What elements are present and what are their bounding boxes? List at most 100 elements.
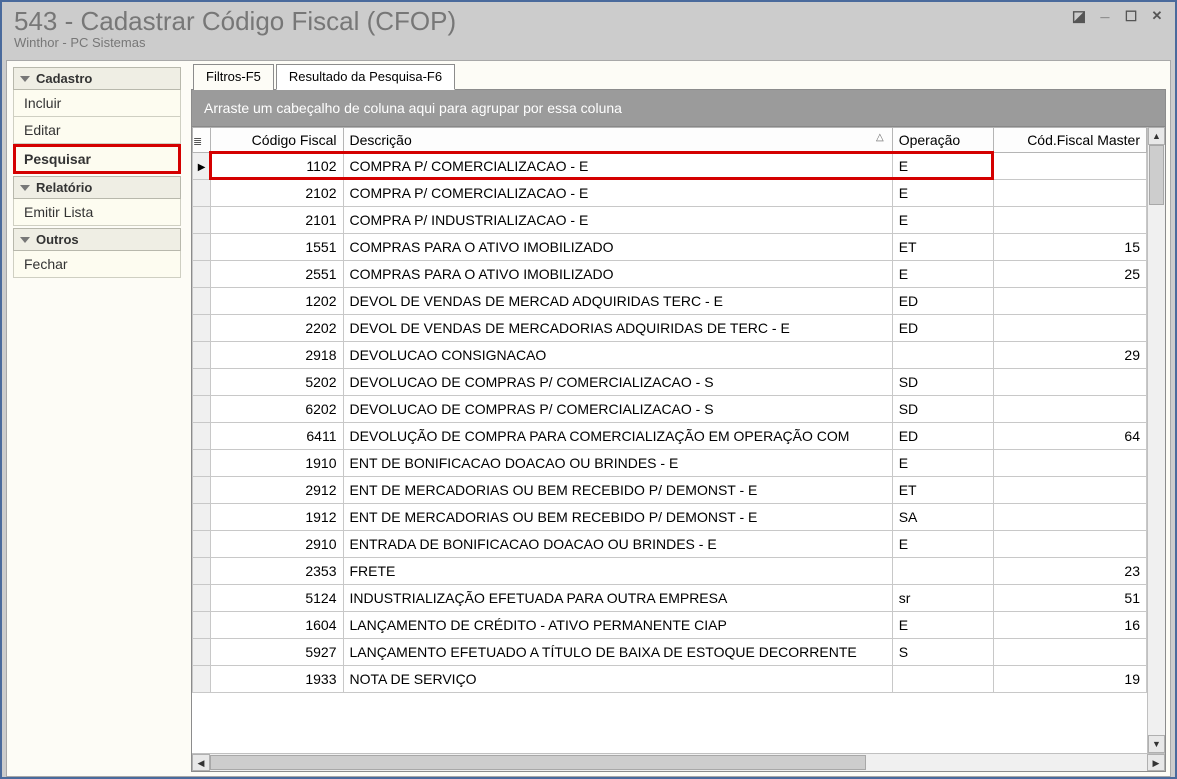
hscroll-track[interactable] bbox=[210, 754, 1147, 771]
cell-descricao: COMPRA P/ COMERCIALIZACAO - E bbox=[343, 153, 892, 180]
window: 543 - Cadastrar Código Fiscal (CFOP) Win… bbox=[0, 0, 1177, 779]
cell-descricao: ENT DE BONIFICACAO DOACAO OU BRINDES - E bbox=[343, 450, 892, 477]
cell-operacao bbox=[892, 558, 994, 585]
cell-codigo: 5927 bbox=[211, 639, 343, 666]
cell-descricao: NOTA DE SERVIÇO bbox=[343, 666, 892, 693]
table-row[interactable]: 1102COMPRA P/ COMERCIALIZACAO - EE bbox=[193, 153, 1147, 180]
row-indicator bbox=[193, 450, 211, 477]
main-panel: Filtros-F5Resultado da Pesquisa-F6 Arras… bbox=[187, 61, 1170, 776]
scroll-thumb[interactable] bbox=[1149, 145, 1164, 205]
cell-master: 19 bbox=[994, 666, 1147, 693]
horizontal-scrollbar[interactable]: ◀ ▶ bbox=[192, 753, 1165, 771]
tabstrip: Filtros-F5Resultado da Pesquisa-F6 bbox=[187, 61, 1170, 89]
table-row[interactable]: 1910ENT DE BONIFICACAO DOACAO OU BRINDES… bbox=[193, 450, 1147, 477]
cell-operacao: ED bbox=[892, 423, 994, 450]
column-header-operacao[interactable]: Operação bbox=[892, 128, 994, 153]
cell-operacao: sr bbox=[892, 585, 994, 612]
table-row[interactable]: 6202DEVOLUCAO DE COMPRAS P/ COMERCIALIZA… bbox=[193, 396, 1147, 423]
cell-descricao: LANÇAMENTO DE CRÉDITO - ATIVO PERMANENTE… bbox=[343, 612, 892, 639]
column-header-codigo[interactable]: Código Fiscal bbox=[211, 128, 343, 153]
close-icon[interactable] bbox=[1149, 8, 1165, 24]
vertical-scrollbar[interactable]: ▲ ▼ bbox=[1147, 127, 1165, 753]
cell-codigo: 6411 bbox=[211, 423, 343, 450]
cell-master: 23 bbox=[994, 558, 1147, 585]
cell-codigo: 1551 bbox=[211, 234, 343, 261]
cell-codigo: 2551 bbox=[211, 261, 343, 288]
maximize-icon[interactable] bbox=[1123, 8, 1139, 24]
minimize-icon[interactable] bbox=[1097, 8, 1113, 24]
scroll-right-icon[interactable]: ▶ bbox=[1147, 754, 1165, 771]
table-row[interactable]: 1933NOTA DE SERVIÇO 19 bbox=[193, 666, 1147, 693]
column-header-descricao[interactable]: Descrição△ bbox=[343, 128, 892, 153]
hscroll-thumb[interactable] bbox=[210, 755, 866, 770]
tab-resultado-da-pesquisa-f6[interactable]: Resultado da Pesquisa-F6 bbox=[276, 64, 455, 90]
sidebar-item-pesquisar[interactable]: Pesquisar bbox=[13, 144, 181, 174]
table-row[interactable]: 1604LANÇAMENTO DE CRÉDITO - ATIVO PERMAN… bbox=[193, 612, 1147, 639]
cell-codigo: 2353 bbox=[211, 558, 343, 585]
row-indicator bbox=[193, 477, 211, 504]
cell-descricao: ENTRADA DE BONIFICACAO DOACAO OU BRINDES… bbox=[343, 531, 892, 558]
row-indicator bbox=[193, 288, 211, 315]
table-row[interactable]: 5927LANÇAMENTO EFETUADO A TÍTULO DE BAIX… bbox=[193, 639, 1147, 666]
table-row[interactable]: 1912ENT DE MERCADORIAS OU BEM RECEBIDO P… bbox=[193, 504, 1147, 531]
cell-operacao: E bbox=[892, 531, 994, 558]
table-row[interactable]: 1202DEVOL DE VENDAS DE MERCAD ADQUIRIDAS… bbox=[193, 288, 1147, 315]
table-row[interactable]: 2918DEVOLUCAO CONSIGNACAO29 bbox=[193, 342, 1147, 369]
row-indicator bbox=[193, 180, 211, 207]
column-header-master[interactable]: Cód.Fiscal Master bbox=[994, 128, 1147, 153]
table-row[interactable]: 2910ENTRADA DE BONIFICACAO DOACAO OU BRI… bbox=[193, 531, 1147, 558]
cell-master bbox=[994, 369, 1147, 396]
row-indicator bbox=[193, 531, 211, 558]
cell-master bbox=[994, 180, 1147, 207]
table-row[interactable]: 6411DEVOLUÇÃO DE COMPRA PARA COMERCIALIZ… bbox=[193, 423, 1147, 450]
cell-descricao: ENT DE MERCADORIAS OU BEM RECEBIDO P/ DE… bbox=[343, 477, 892, 504]
row-indicator bbox=[193, 585, 211, 612]
cell-codigo: 2918 bbox=[211, 342, 343, 369]
table-row[interactable]: 5124INDUSTRIALIZAÇÃO EFETUADA PARA OUTRA… bbox=[193, 585, 1147, 612]
cell-codigo: 2101 bbox=[211, 207, 343, 234]
table-row[interactable]: 2912ENT DE MERCADORIAS OU BEM RECEBIDO P… bbox=[193, 477, 1147, 504]
cell-operacao: E bbox=[892, 612, 994, 639]
group-by-bar[interactable]: Arraste um cabeçalho de coluna aqui para… bbox=[192, 90, 1165, 127]
tab-panel: Arraste um cabeçalho de coluna aqui para… bbox=[191, 89, 1166, 772]
cell-master bbox=[994, 531, 1147, 558]
sidebar-item-emitir-lista[interactable]: Emitir Lista bbox=[13, 199, 181, 226]
row-indicator bbox=[193, 558, 211, 585]
cell-codigo: 1933 bbox=[211, 666, 343, 693]
sidebar-group-header[interactable]: Relatório bbox=[13, 176, 181, 199]
table-row[interactable]: 1551COMPRAS PARA O ATIVO IMOBILIZADOET15 bbox=[193, 234, 1147, 261]
table-row[interactable]: 2101COMPRA P/ INDUSTRIALIZACAO - EE bbox=[193, 207, 1147, 234]
cell-operacao: E bbox=[892, 180, 994, 207]
sidebar-item-incluir[interactable]: Incluir bbox=[13, 90, 181, 117]
customize-icon[interactable] bbox=[1071, 8, 1087, 24]
table-row[interactable]: 2353FRETE23 bbox=[193, 558, 1147, 585]
scroll-down-icon[interactable]: ▼ bbox=[1148, 735, 1165, 753]
scroll-track[interactable] bbox=[1148, 145, 1165, 735]
table-row[interactable]: 2102COMPRA P/ COMERCIALIZACAO - EE bbox=[193, 180, 1147, 207]
content: CadastroIncluirEditarPesquisarRelatórioE… bbox=[6, 60, 1171, 777]
cell-descricao: COMPRA P/ COMERCIALIZACAO - E bbox=[343, 180, 892, 207]
grid: Código FiscalDescrição△OperaçãoCód.Fisca… bbox=[192, 127, 1147, 753]
table-row[interactable]: 2551COMPRAS PARA O ATIVO IMOBILIZADOE25 bbox=[193, 261, 1147, 288]
cell-master bbox=[994, 315, 1147, 342]
scroll-left-icon[interactable]: ◀ bbox=[192, 754, 210, 771]
cell-codigo: 1912 bbox=[211, 504, 343, 531]
cell-master: 64 bbox=[994, 423, 1147, 450]
cell-master bbox=[994, 504, 1147, 531]
cell-master: 15 bbox=[994, 234, 1147, 261]
row-selector-header[interactable] bbox=[193, 128, 211, 153]
cell-operacao: ED bbox=[892, 288, 994, 315]
scroll-up-icon[interactable]: ▲ bbox=[1148, 127, 1165, 145]
table-row[interactable]: 5202DEVOLUCAO DE COMPRAS P/ COMERCIALIZA… bbox=[193, 369, 1147, 396]
sidebar-item-editar[interactable]: Editar bbox=[13, 117, 181, 144]
sidebar-item-fechar[interactable]: Fechar bbox=[13, 251, 181, 278]
cell-master bbox=[994, 153, 1147, 180]
cell-codigo: 2912 bbox=[211, 477, 343, 504]
sidebar-group-header[interactable]: Cadastro bbox=[13, 67, 181, 90]
sidebar-group-header[interactable]: Outros bbox=[13, 228, 181, 251]
cell-master bbox=[994, 207, 1147, 234]
window-controls bbox=[1071, 8, 1165, 24]
grid-wrap: Código FiscalDescrição△OperaçãoCód.Fisca… bbox=[192, 127, 1165, 753]
table-row[interactable]: 2202DEVOL DE VENDAS DE MERCADORIAS ADQUI… bbox=[193, 315, 1147, 342]
tab-filtros-f5[interactable]: Filtros-F5 bbox=[193, 64, 274, 90]
